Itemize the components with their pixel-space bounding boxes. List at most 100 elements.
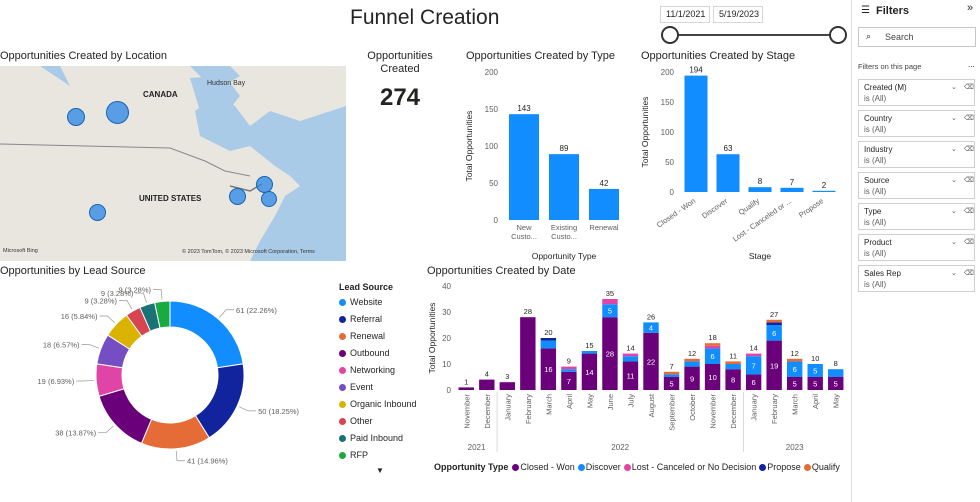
map-bubble[interactable] — [229, 188, 246, 205]
bar-segment[interactable] — [704, 343, 721, 346]
bar-segment[interactable] — [725, 361, 741, 364]
bar-segment[interactable] — [766, 340, 782, 390]
map-bubble[interactable] — [67, 108, 85, 126]
bar-segment[interactable] — [643, 322, 659, 333]
bar-segment[interactable] — [561, 371, 577, 390]
legend-item[interactable]: Website — [339, 297, 382, 307]
date-slider-track[interactable] — [668, 34, 840, 36]
bar-segment[interactable] — [766, 319, 782, 323]
collapse-pane-icon[interactable]: » — [967, 2, 974, 14]
bar-segment[interactable] — [766, 322, 782, 325]
bar[interactable] — [780, 187, 804, 192]
legend-item[interactable]: Organic Inbound — [339, 399, 417, 409]
bar-segment[interactable] — [807, 364, 823, 377]
bar-segment[interactable] — [663, 377, 680, 390]
bar-segment[interactable] — [581, 353, 598, 390]
bar-segment[interactable] — [561, 366, 577, 370]
bar-segment[interactable] — [581, 351, 598, 354]
end-date-input[interactable]: 5/19/2023 — [713, 6, 763, 23]
legend-item[interactable]: RFP — [339, 450, 368, 460]
bar-segment[interactable] — [458, 387, 474, 390]
filter-card[interactable]: Type is (All) ⌄ ⌫ — [858, 203, 975, 230]
chevron-down-icon[interactable]: ⌄ — [951, 270, 957, 277]
chevron-down-icon[interactable]: ⌄ — [951, 84, 957, 91]
date-legend-item[interactable]: Qualify — [803, 462, 840, 472]
bar-segment[interactable] — [663, 374, 680, 377]
bar-segment[interactable] — [704, 348, 721, 364]
bar-segment[interactable] — [684, 358, 700, 362]
chevron-down-icon[interactable]: ⌄ — [951, 115, 957, 122]
map-bubble[interactable] — [89, 204, 106, 221]
date-slider-end-handle[interactable] — [829, 26, 847, 44]
filters-more-icon[interactable]: ... — [968, 60, 975, 69]
bar-segment[interactable] — [499, 382, 516, 390]
bar[interactable] — [748, 187, 772, 192]
clear-filter-icon[interactable]: ⌫ — [964, 146, 974, 153]
clear-filter-icon[interactable]: ⌫ — [964, 84, 974, 91]
legend-item[interactable]: Other — [339, 416, 373, 426]
bar-segment[interactable] — [704, 345, 721, 349]
bar-segment[interactable] — [479, 379, 495, 390]
location-map[interactable]: CANADA UNITED STATES Hudson Bay Microsof… — [0, 66, 346, 261]
filter-card[interactable]: Source is (All) ⌄ ⌫ — [858, 172, 975, 199]
clear-filter-icon[interactable]: ⌫ — [964, 115, 974, 122]
bar-segment[interactable] — [786, 358, 803, 362]
bar[interactable] — [509, 114, 539, 220]
bar[interactable] — [716, 154, 740, 192]
date-legend-item[interactable]: Lost - Canceled or No Decision — [623, 462, 756, 472]
bar-segment[interactable] — [622, 353, 639, 357]
bar-segment[interactable] — [622, 361, 639, 390]
filter-card[interactable]: Country is (All) ⌄ ⌫ — [858, 110, 975, 137]
chevron-down-icon[interactable]: ⌄ — [951, 239, 957, 246]
legend-item[interactable]: Event — [339, 382, 373, 392]
filter-card[interactable]: Sales Rep is (All) ⌄ ⌫ — [858, 265, 975, 292]
bar-segment[interactable] — [807, 377, 823, 390]
bar-segment[interactable] — [745, 374, 762, 390]
bar[interactable] — [589, 188, 619, 220]
bar-segment[interactable] — [663, 371, 680, 375]
bar-segment[interactable] — [684, 366, 700, 390]
bar-segment[interactable] — [704, 364, 721, 390]
legend-item[interactable]: Paid Inbound — [339, 433, 403, 443]
date-slider-start-handle[interactable] — [661, 26, 679, 44]
bar-segment[interactable] — [602, 304, 618, 318]
bar[interactable] — [684, 75, 708, 192]
bar-segment[interactable] — [520, 317, 536, 390]
lead-source-donut[interactable]: 61 (22.26%) 50 (18.25%) 41 (14.96%) 38 (13.… — [0, 278, 330, 478]
clear-filter-icon[interactable]: ⌫ — [964, 177, 974, 184]
filter-card[interactable]: Created (M) is (All) ⌄ ⌫ — [858, 79, 975, 106]
date-legend-item[interactable]: Propose — [759, 462, 801, 472]
date-chart[interactable]: 0 10 20 30 40 Total Opportunities 1 November 4 De… — [424, 278, 850, 478]
stage-chart[interactable]: 0 50 100 150 200 Total Opportunities 194 Closed… — [638, 62, 844, 262]
bar-segment[interactable] — [745, 353, 762, 357]
bar-segment[interactable] — [684, 361, 700, 367]
clear-filter-icon[interactable]: ⌫ — [964, 239, 974, 246]
date-legend-item[interactable]: Closed - Won — [512, 462, 575, 472]
filter-card[interactable]: Industry is (All) ⌄ ⌫ — [858, 141, 975, 168]
chevron-down-icon[interactable]: ⌄ — [951, 177, 957, 184]
bar-segment[interactable] — [540, 340, 557, 349]
bar-segment[interactable] — [766, 325, 782, 341]
bar-segment[interactable] — [622, 356, 639, 362]
bar-segment[interactable] — [725, 369, 741, 390]
map-bubble[interactable] — [261, 191, 277, 207]
legend-item[interactable]: Renewal — [339, 331, 385, 341]
bar-segment[interactable] — [828, 377, 844, 390]
bar-segment[interactable] — [786, 361, 803, 377]
legend-item[interactable]: Referral — [339, 314, 382, 324]
bar-segment[interactable] — [786, 377, 803, 390]
chevron-down-icon[interactable]: ⌄ — [951, 146, 957, 153]
bar[interactable] — [812, 190, 836, 192]
bar-segment[interactable] — [602, 317, 618, 390]
bar-segment[interactable] — [725, 364, 741, 370]
map-bubble[interactable] — [106, 101, 129, 124]
chevron-down-icon[interactable]: ⌄ — [951, 208, 957, 215]
bar-segment[interactable] — [643, 332, 659, 390]
bar-segment[interactable] — [828, 369, 844, 377]
bar-segment[interactable] — [540, 338, 557, 341]
bar-segment[interactable] — [561, 369, 577, 372]
clear-filter-icon[interactable]: ⌫ — [964, 208, 974, 215]
bar-segment[interactable] — [540, 348, 557, 390]
clear-filter-icon[interactable]: ⌫ — [964, 270, 974, 277]
